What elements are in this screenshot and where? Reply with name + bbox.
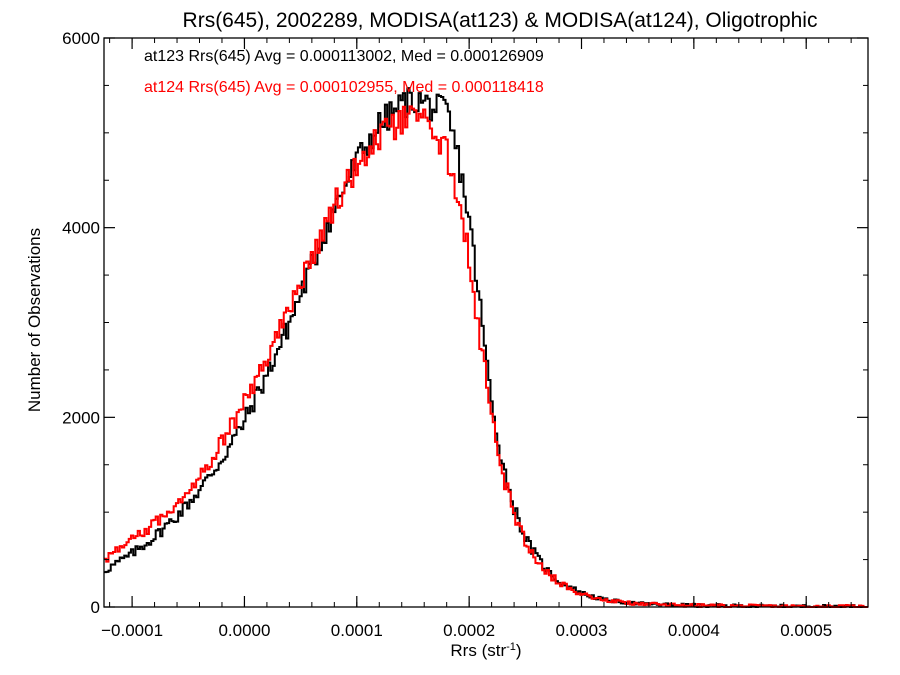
x-tick-label: 0.0003 <box>556 621 608 640</box>
legend-entry-at123: at123 Rrs(645) Avg = 0.000113002, Med = … <box>144 48 544 65</box>
x-axis-title: Rrs (str-1) <box>450 641 521 660</box>
x-tick-label: 0.0001 <box>331 621 383 640</box>
legend-entry-at124: at124 Rrs(645) Avg = 0.000102955, Med = … <box>144 79 544 96</box>
y-tick-label: 6000 <box>62 29 100 48</box>
series-line-at123 <box>104 87 868 608</box>
y-tick-label: 2000 <box>62 408 100 427</box>
chart-title: Rrs(645), 2002289, MODISA(at123) & MODIS… <box>183 9 818 32</box>
x-axis-title-main: Rrs (str <box>450 641 506 660</box>
x-axis-title-superscript: -1 <box>506 641 516 653</box>
y-tick-label: 4000 <box>62 219 100 238</box>
x-tick-label: 0.0004 <box>668 621 720 640</box>
x-tick-label: 0.0005 <box>780 621 832 640</box>
x-tick-label: 0.0002 <box>443 621 495 640</box>
x-tick-label: 0.0000 <box>218 621 270 640</box>
y-axis-title: Number of Observations <box>25 228 44 412</box>
tick-layer: −0.0001 0.0000 0.0001 0.0002 0.0003 0.0004 0.0… <box>62 29 868 640</box>
series-line-at124 <box>104 105 868 608</box>
x-axis-title-close: ) <box>516 641 522 660</box>
x-tick-label: −0.0001 <box>101 621 163 640</box>
series-layer <box>104 87 868 608</box>
y-tick-label: 0 <box>91 598 100 617</box>
plot-frame <box>103 37 869 608</box>
